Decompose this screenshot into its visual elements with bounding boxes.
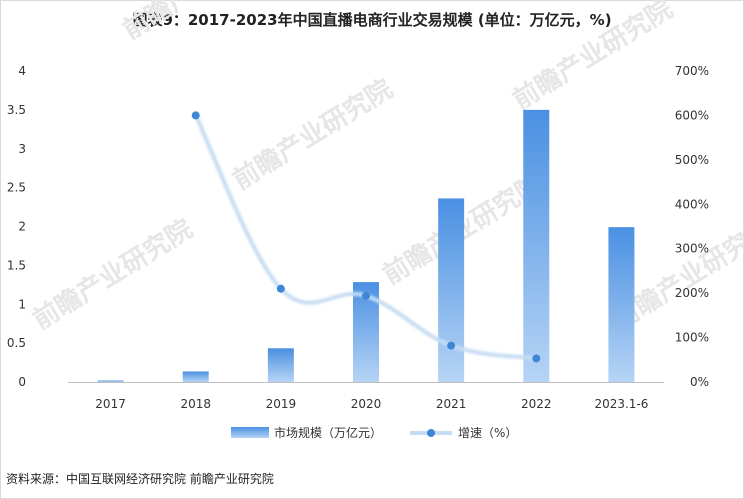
y-left-tick-label: 0.5 xyxy=(7,336,26,350)
x-tick-label: 2019 xyxy=(266,397,297,411)
watermark-text: 前瞻产业研究院 xyxy=(507,0,678,116)
legend-label-growth: 增速（%） xyxy=(458,426,517,440)
y-left-tick-label: 1 xyxy=(18,297,26,311)
bar-market-size xyxy=(97,380,124,382)
legend-label-market-size: 市场规模（万亿元） xyxy=(274,425,382,440)
y-right-tick-label: 200% xyxy=(675,286,709,300)
y-right-tick-label: 400% xyxy=(675,197,709,211)
y-left-tick-label: 2.5 xyxy=(7,181,26,195)
chart-title: 图表9：2017-2023年中国直播电商行业交易规模 (单位：万亿元，%) xyxy=(132,11,612,29)
legend-swatch-bar xyxy=(231,427,269,438)
y-right-tick-label: 600% xyxy=(675,108,709,122)
y-right-tick-label: 700% xyxy=(675,64,709,78)
watermark-text: 前瞻产业研究院 xyxy=(227,73,398,196)
growth-point xyxy=(276,284,285,293)
y-left-tick-label: 2 xyxy=(18,220,26,234)
bar-market-size xyxy=(608,227,635,382)
bar-market-size xyxy=(267,348,294,382)
x-tick-label: 2022 xyxy=(521,397,552,411)
x-tick-label: 2023.1-6 xyxy=(594,397,648,411)
y-right-tick-label: 500% xyxy=(675,153,709,167)
y-left-tick-label: 0 xyxy=(18,375,26,389)
y-left-tick-label: 1.5 xyxy=(7,258,26,272)
y-right-tick-label: 100% xyxy=(675,331,709,345)
growth-point xyxy=(191,111,200,120)
source-note: 资料来源：中国互联网经济研究院 前瞻产业研究院 xyxy=(6,472,274,486)
y-left-tick-label: 3.5 xyxy=(7,103,26,117)
watermark-text: 前瞻产业研究院 xyxy=(27,213,198,336)
bar-market-size xyxy=(438,198,465,382)
y-right-tick-label: 300% xyxy=(675,242,709,256)
bar-market-size xyxy=(523,109,550,382)
growth-point xyxy=(362,291,370,300)
watermark-text: 前瞻产业研究院 xyxy=(117,0,288,46)
y-left-tick-label: 3 xyxy=(18,142,26,156)
legend-swatch-marker xyxy=(427,429,435,437)
y-left-tick-label: 4 xyxy=(18,64,26,78)
growth-line xyxy=(193,113,539,361)
growth-point xyxy=(532,354,541,363)
y-right-tick-label: 0% xyxy=(690,375,709,389)
bar-market-size xyxy=(182,371,209,382)
x-tick-label: 2017 xyxy=(95,397,126,411)
x-tick-label: 2020 xyxy=(351,397,382,411)
growth-point xyxy=(447,341,456,350)
watermark-layer: 前瞻产业研究院前瞻产业研究院前瞻产业研究院前瞻产业研究院前瞻产业研究院前瞻产业研… xyxy=(27,0,744,336)
x-tick-label: 2018 xyxy=(180,397,211,411)
x-tick-label: 2021 xyxy=(436,397,467,411)
